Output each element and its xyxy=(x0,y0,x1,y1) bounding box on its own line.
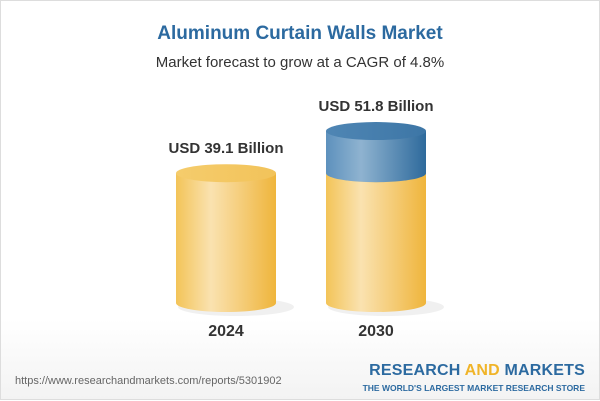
bar-2024-top xyxy=(176,164,276,183)
bar-2030-base-side xyxy=(326,173,426,312)
logo-tagline: THE WORLD'S LARGEST MARKET RESEARCH STOR… xyxy=(362,383,585,393)
logo: RESEARCH AND MARKETS xyxy=(369,362,585,379)
bar-2024-side xyxy=(176,173,276,312)
chart-subtitle: Market forecast to grow at a CAGR of 4.8… xyxy=(155,54,445,71)
category-label: 2024 xyxy=(208,323,244,340)
data-label: USD 51.8 Billion xyxy=(318,98,433,115)
bar-2030-growth-top xyxy=(326,122,426,141)
category-label: 2030 xyxy=(358,323,394,340)
data-label: USD 39.1 Billion xyxy=(168,140,283,157)
bar-2030-growth-side xyxy=(326,131,426,183)
source-url[interactable]: https://www.researchandmarkets.com/repor… xyxy=(15,375,282,387)
chart-title: Aluminum Curtain Walls Market xyxy=(157,23,443,44)
